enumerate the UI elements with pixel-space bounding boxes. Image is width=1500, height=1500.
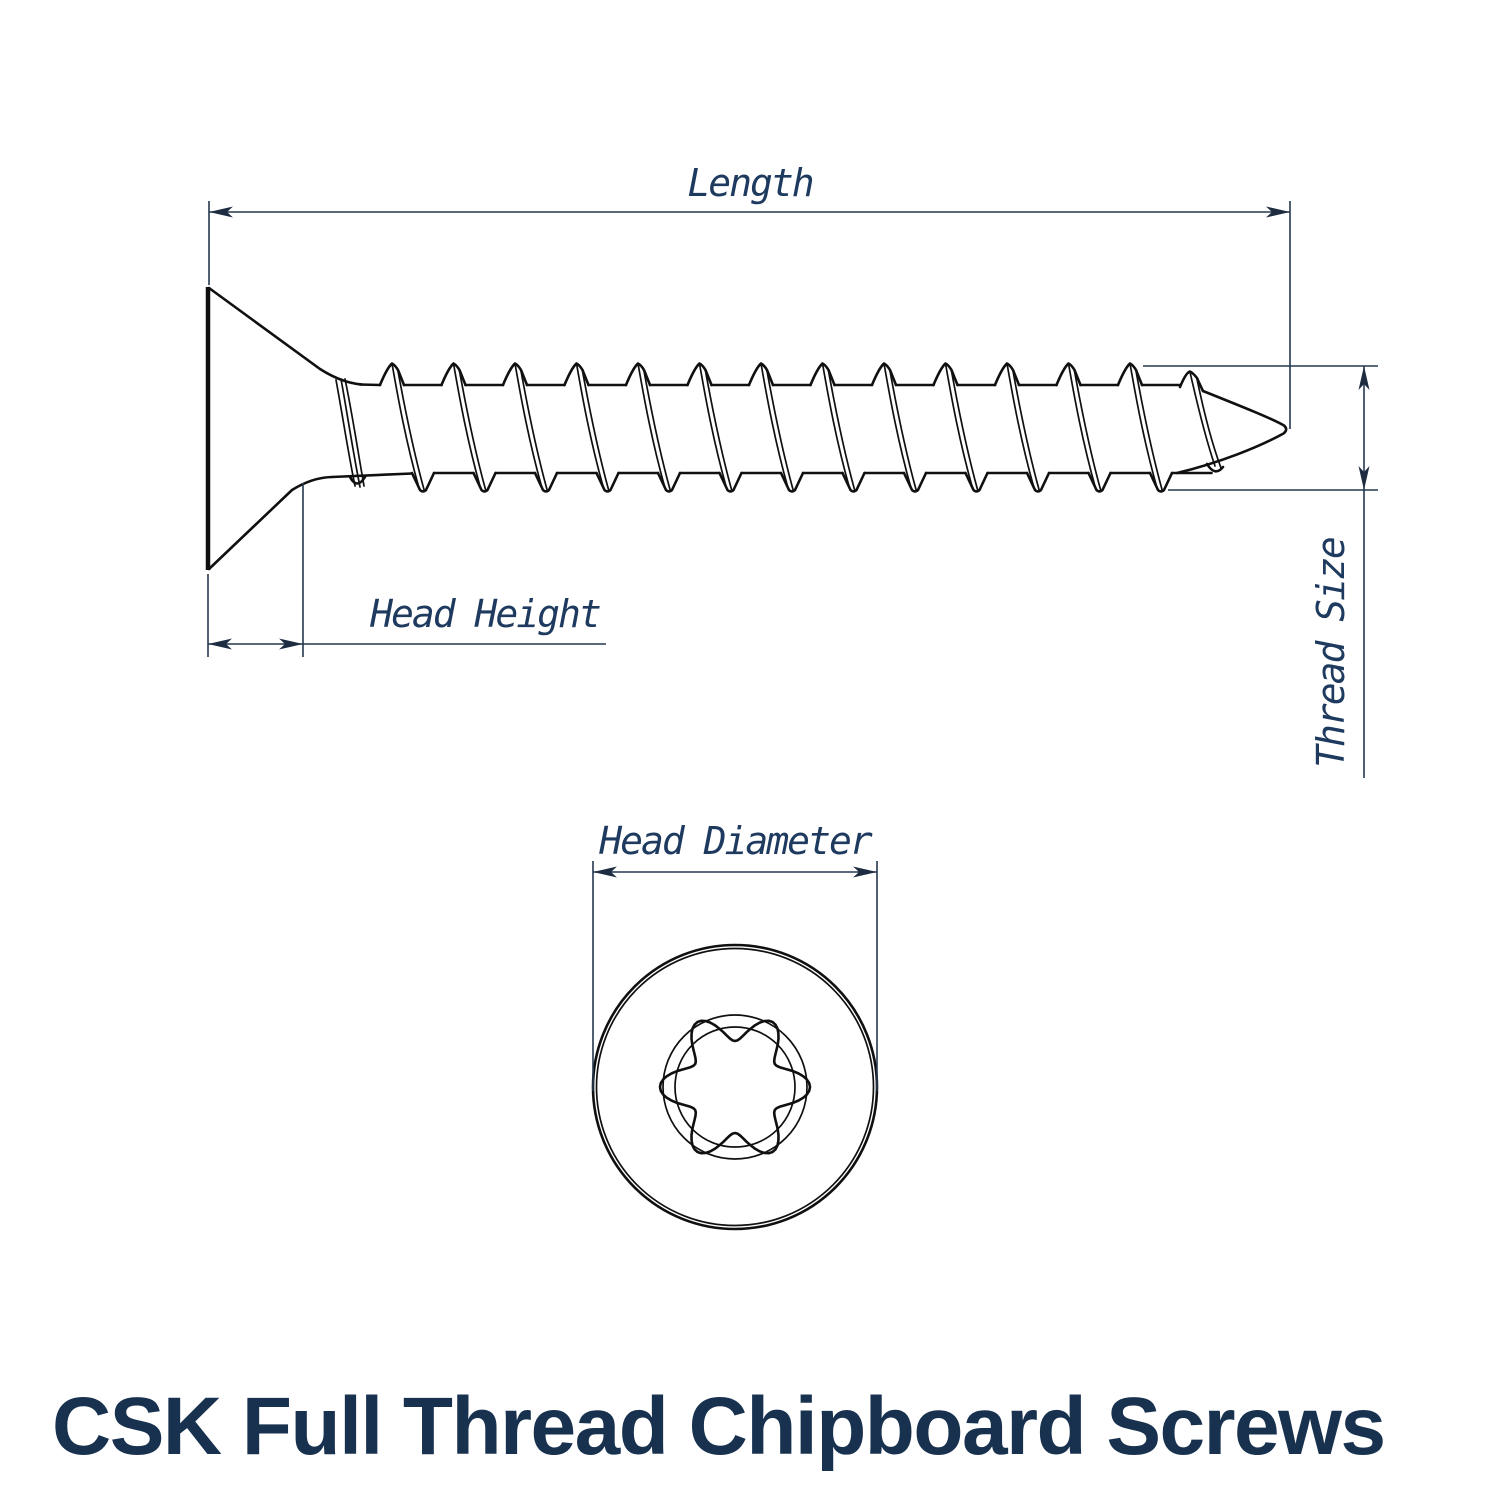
torx-recess-icon [658,1019,812,1155]
arrowhead-right-icon [853,866,877,878]
recess-inner-guide-circle [674,1026,796,1148]
thread-size-dimension [1143,365,1378,778]
length-dimension [208,201,1291,429]
arrowhead-left-icon [593,866,617,878]
screw-side-view [205,286,1288,571]
tip-partial-thread [1178,370,1225,473]
arrowhead-up-icon [1358,366,1370,390]
head-diameter-dimension-label: Head Diameter [599,819,872,863]
countersunk-head-profile [205,286,364,571]
head-height-dimension-label: Head Height [370,592,602,636]
head-diameter-dimension [592,861,878,1091]
shank-bottom-edge [330,472,414,479]
shank-top-edge [358,383,382,387]
head-outer-circle [591,943,879,1231]
length-dimension-label: Length [687,161,814,205]
screw-head-top-view [591,943,879,1231]
head-inner-circle [595,947,875,1227]
arrowhead-right-icon [279,638,303,650]
arrowhead-right-icon [1266,206,1290,218]
arrowhead-left-icon [208,638,232,650]
recess-outer-guide-circle [662,1014,808,1160]
screw-point [1175,389,1288,475]
page-title: CSK Full Thread Chipboard Screws [52,1381,1386,1472]
arrowhead-left-icon [209,206,233,218]
head-height-dimension [207,483,606,657]
thread-crests [378,362,1213,493]
thread-runout-lines [335,378,367,488]
thread-size-dimension-label: Thread Size [1309,538,1353,768]
arrowhead-down-icon [1358,466,1370,490]
